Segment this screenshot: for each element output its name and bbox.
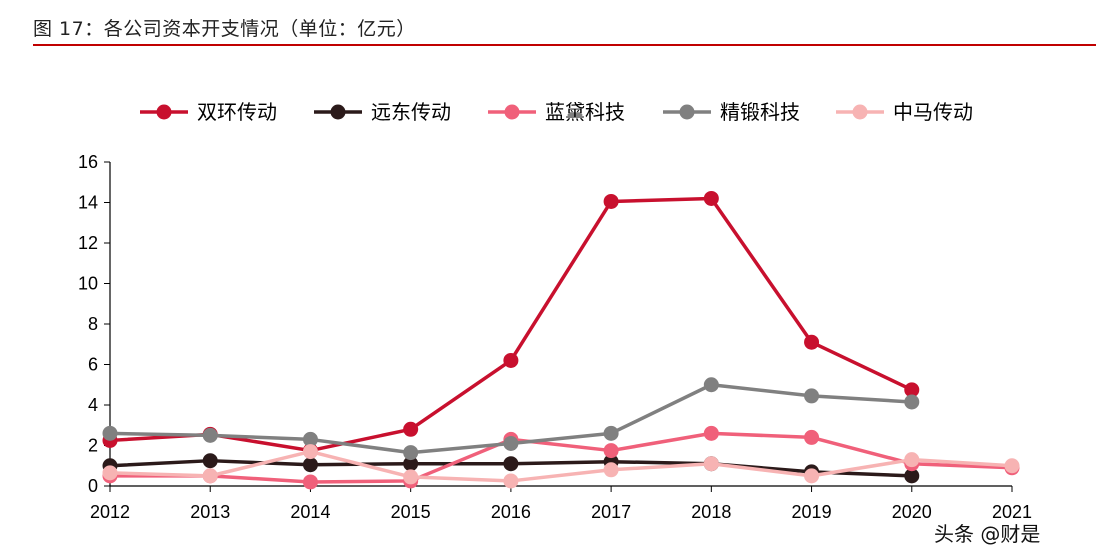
data-point [503, 435, 519, 451]
x-tick-label: 2018 [691, 502, 731, 522]
legend-label: 蓝黛科技 [545, 100, 625, 124]
data-point [703, 456, 719, 472]
y-tick-label: 12 [78, 233, 98, 253]
legend-label: 精锻科技 [720, 100, 800, 124]
x-tick-label: 2014 [290, 502, 330, 522]
x-tick-label: 2019 [792, 502, 832, 522]
legend: 双环传动 远东传动 蓝黛科技 精锻科技 中马传动 [140, 100, 973, 124]
y-tick-label: 4 [88, 395, 98, 415]
x-tick-label: 2020 [892, 502, 932, 522]
data-point [102, 465, 118, 481]
y-tick-label: 10 [78, 274, 98, 294]
data-point [904, 452, 920, 468]
legend-label: 远东传动 [371, 100, 451, 124]
data-point [804, 334, 820, 350]
legend-label: 中马传动 [893, 100, 973, 124]
x-tick-label: 2012 [90, 502, 130, 522]
data-point [703, 425, 719, 441]
data-point [202, 427, 218, 443]
data-point [403, 469, 419, 485]
data-point [202, 468, 218, 484]
y-tick-label: 2 [88, 436, 98, 456]
series-layer [102, 190, 1020, 490]
data-point [703, 190, 719, 206]
data-point [302, 444, 318, 460]
y-tick-label: 6 [88, 355, 98, 375]
data-point [904, 394, 920, 410]
x-tick-label: 2015 [391, 502, 431, 522]
y-tick-label: 0 [88, 476, 98, 496]
data-point [603, 193, 619, 209]
series-line [109, 449, 1013, 483]
x-tick-label: 2016 [491, 502, 531, 522]
y-tick-label: 14 [78, 193, 98, 213]
data-point [503, 473, 519, 489]
data-point [503, 352, 519, 368]
watermark: 头条 @财是 [934, 522, 1041, 546]
y-tick-label: 16 [78, 152, 98, 172]
axes: 0 2 4 6 8 10 12 14 16 2012 2013 2014 2015 2016 2017 201… [78, 152, 1032, 522]
x-tick-label: 2021 [992, 502, 1032, 522]
figure-header: 图 17：各公司资本开支情况（单位：亿元） [33, 14, 1096, 46]
data-point [603, 443, 619, 459]
legend-item-2: 远东传动 [314, 100, 451, 124]
legend-marker [679, 104, 695, 120]
y-tick-label: 8 [88, 314, 98, 334]
data-point [403, 445, 419, 461]
figure-title: 图 17：各公司资本开支情况（单位：亿元） [33, 18, 416, 40]
data-point [202, 453, 218, 469]
data-point [302, 474, 318, 490]
legend-marker [504, 104, 520, 120]
data-point [804, 468, 820, 484]
legend-item-4: 精锻科技 [663, 100, 800, 124]
x-tick-label: 2013 [190, 502, 230, 522]
data-point [603, 425, 619, 441]
x-tick-label: 2017 [591, 502, 631, 522]
legend-marker [156, 104, 172, 120]
data-point [102, 425, 118, 441]
data-point [703, 377, 719, 393]
legend-item-5: 中马传动 [836, 100, 973, 124]
legend-marker [852, 104, 868, 120]
series-1 [102, 190, 920, 459]
data-point [403, 421, 419, 437]
legend-item-1: 双环传动 [140, 100, 277, 124]
legend-label: 双环传动 [197, 100, 277, 124]
data-point [904, 382, 920, 398]
series-line [109, 196, 913, 453]
data-point [804, 388, 820, 404]
data-point [904, 468, 920, 484]
data-point [1004, 458, 1020, 474]
title-rule [33, 44, 1096, 46]
series-line [110, 431, 1013, 484]
data-point [603, 462, 619, 478]
data-point [503, 456, 519, 472]
legend-item-3: 蓝黛科技 [488, 100, 625, 124]
data-point [302, 431, 318, 447]
data-point [804, 429, 820, 445]
series-4 [102, 377, 920, 461]
series-5 [102, 444, 1020, 489]
legend-marker [330, 104, 346, 120]
data-point [302, 457, 318, 473]
data-point [403, 456, 419, 472]
